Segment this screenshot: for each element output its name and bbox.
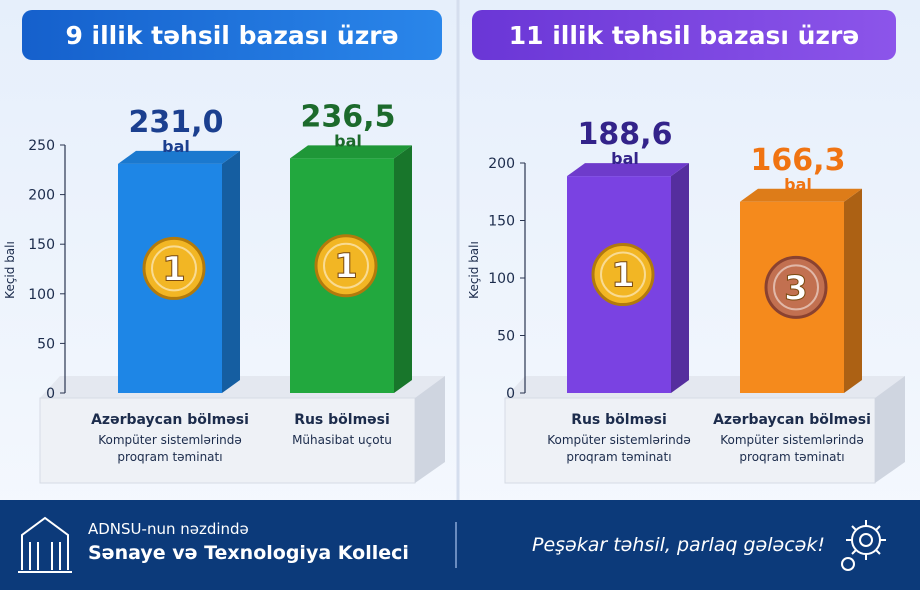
bar-side [844,188,862,393]
y-axis-label: Keçid balı [467,241,481,299]
category-label: Rus bölməsi Mühasibat uçotu [257,412,427,449]
y-axis-label: Keçid balı [3,241,17,299]
category-subtitle: Kompüter sistemlərində proqram təminatı [547,433,691,464]
y-tick-label: 0 [46,386,55,402]
y-tick-label: 250 [28,138,55,154]
medal-rank: 1 [162,249,186,289]
value-unit: bal [334,131,362,150]
slogan: Peşəkar təhsil, parlaq gələcək! [532,534,825,556]
value-label: 231,0 [129,105,224,140]
category-name: Azərbaycan bölməsi [91,412,249,428]
category-label: Azərbaycan bölməsi Kompüter sistemlərində… [707,412,877,466]
value-label: 166,3 [751,143,846,178]
value-unit: bal [611,149,639,168]
pedestal [504,397,876,484]
category-label: Rus bölməsi Kompüter sistemlərində proqra… [534,412,704,466]
y-tick-label: 50 [37,336,55,352]
y-tick-label: 0 [506,386,515,402]
pedestal [875,376,905,483]
category-name: Azərbaycan bölməsi [713,412,871,428]
category-label: Azərbaycan bölməsi Kompüter sistemlərində… [85,412,255,466]
medal-inner [773,264,819,311]
charts: Keçid balı0501001502002501231,0bal1236,5… [3,0,905,500]
medal-inner [600,251,646,298]
bar-side [394,145,412,393]
value-label: 188,6 [578,117,673,152]
y-tick-label: 100 [488,271,515,287]
medal-rank: 1 [611,256,635,296]
college-name: Sənaye və Texnologiya Kolleci [88,542,409,564]
bar-side [222,150,240,393]
bar-top [740,188,862,202]
chart-title: 9 illik təhsil bazası üzrə [22,10,442,60]
medal-rank: 1 [334,247,358,287]
footer-icons [18,516,886,573]
bar-top [567,163,689,177]
y-tick-label: 50 [497,329,515,345]
medal-inner [323,242,369,289]
value-label: 236,5 [301,99,396,134]
pedestal [415,376,445,483]
footer: ADNSU-nun nəzdində Sənaye və Texnologiya… [0,500,920,590]
y-tick-label: 150 [488,214,515,230]
category-subtitle: Mühasibat uçotu [292,433,392,447]
medal-rank: 3 [784,268,808,308]
value-unit: bal [784,175,812,194]
value-unit: bal [162,137,190,156]
category-name: Rus bölməsi [294,412,390,428]
category-name: Rus bölməsi [571,412,667,428]
medal-inner [151,245,197,292]
chart-title: 11 illik təhsil bazası üzrə [472,10,896,60]
bar-top [118,150,240,164]
y-tick-label: 150 [28,237,55,253]
college-line1: ADNSU-nun nəzdində [88,520,249,538]
bar-top [290,145,412,159]
bar-side [671,163,689,393]
y-tick-label: 200 [28,188,55,204]
pedestal [39,397,416,484]
category-subtitle: Kompüter sistemlərində proqram təminatı [98,433,242,464]
y-tick-label: 200 [488,156,515,172]
y-tick-label: 100 [28,287,55,303]
category-subtitle: Kompüter sistemlərində proqram təminatı [720,433,864,464]
